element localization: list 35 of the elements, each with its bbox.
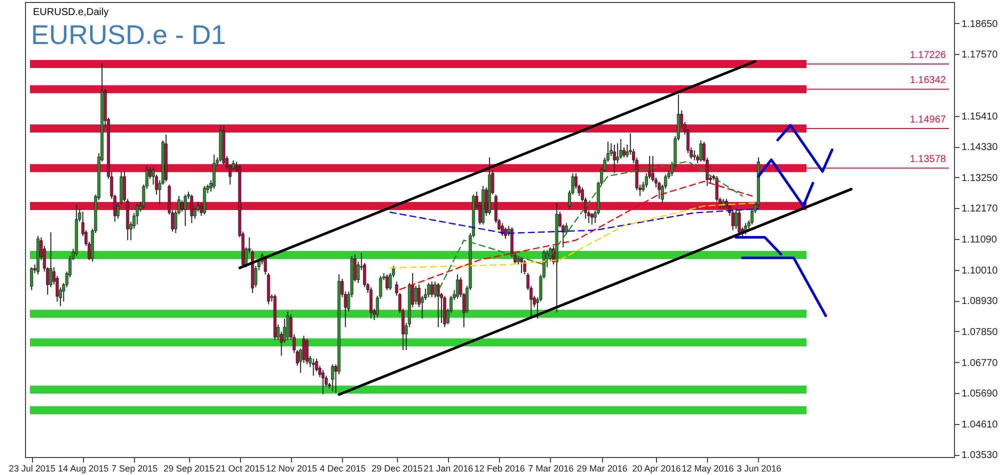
y-tick-label: 1.05690 xyxy=(962,388,998,400)
y-tick-label: 1.13250 xyxy=(962,172,998,184)
x-tick-label: 4 Dec 2015 xyxy=(320,464,366,474)
ref-line-label: 1.14967 xyxy=(910,114,946,126)
x-tick-label: 29 Mar 2016 xyxy=(576,464,628,474)
ref-line-label: 1.16342 xyxy=(910,75,946,86)
x-tick-label: 21 Jan 2016 xyxy=(424,464,474,474)
y-tick-label: 1.15410 xyxy=(962,111,998,122)
text: EURUSD.e - D1 xyxy=(31,20,226,50)
y-tick-label: 1.12170 xyxy=(962,204,998,215)
x-tick-label: 12 Feb 2016 xyxy=(474,464,525,474)
y-tick-label: 1.08930 xyxy=(962,296,998,308)
y-tick-label: 1.10010 xyxy=(962,265,998,276)
ref-line-label: 1.17226 xyxy=(910,50,946,62)
x-tick-label: 3 Jun 2016 xyxy=(736,464,782,474)
x-tick-label: 29 Sep 2015 xyxy=(163,464,215,474)
x-tick-label: 20 Apr 2016 xyxy=(632,464,681,474)
x-tick-label: 7 Mar 2016 xyxy=(528,464,574,474)
text: EURUSD.e,Daily xyxy=(33,7,109,18)
y-tick-label: 1.03530 xyxy=(962,450,998,462)
x-tick-label: 21 Oct 2015 xyxy=(216,464,265,474)
x-tick-label: 29 Dec 2015 xyxy=(372,464,423,474)
x-tick-label: 12 Nov 2015 xyxy=(266,464,317,474)
x-tick-label: 14 Aug 2015 xyxy=(58,464,109,474)
y-tick-label: 1.17570 xyxy=(962,50,998,61)
x-tick-label: 7 Sep 2015 xyxy=(112,464,158,474)
y-tick-label: 1.11090 xyxy=(962,234,998,246)
y-tick-label: 1.04610 xyxy=(962,419,998,430)
x-tick-label: 23 Jul 2015 xyxy=(8,464,56,474)
y-tick-label: 1.07850 xyxy=(962,326,998,338)
x-tick-label: 12 May 2016 xyxy=(682,464,734,474)
y-tick-label: 1.06770 xyxy=(962,358,998,369)
ref-line-label: 1.13578 xyxy=(910,154,946,166)
y-tick-label: 1.14330 xyxy=(962,142,998,154)
y-tick-label: 1.18650 xyxy=(962,18,998,30)
